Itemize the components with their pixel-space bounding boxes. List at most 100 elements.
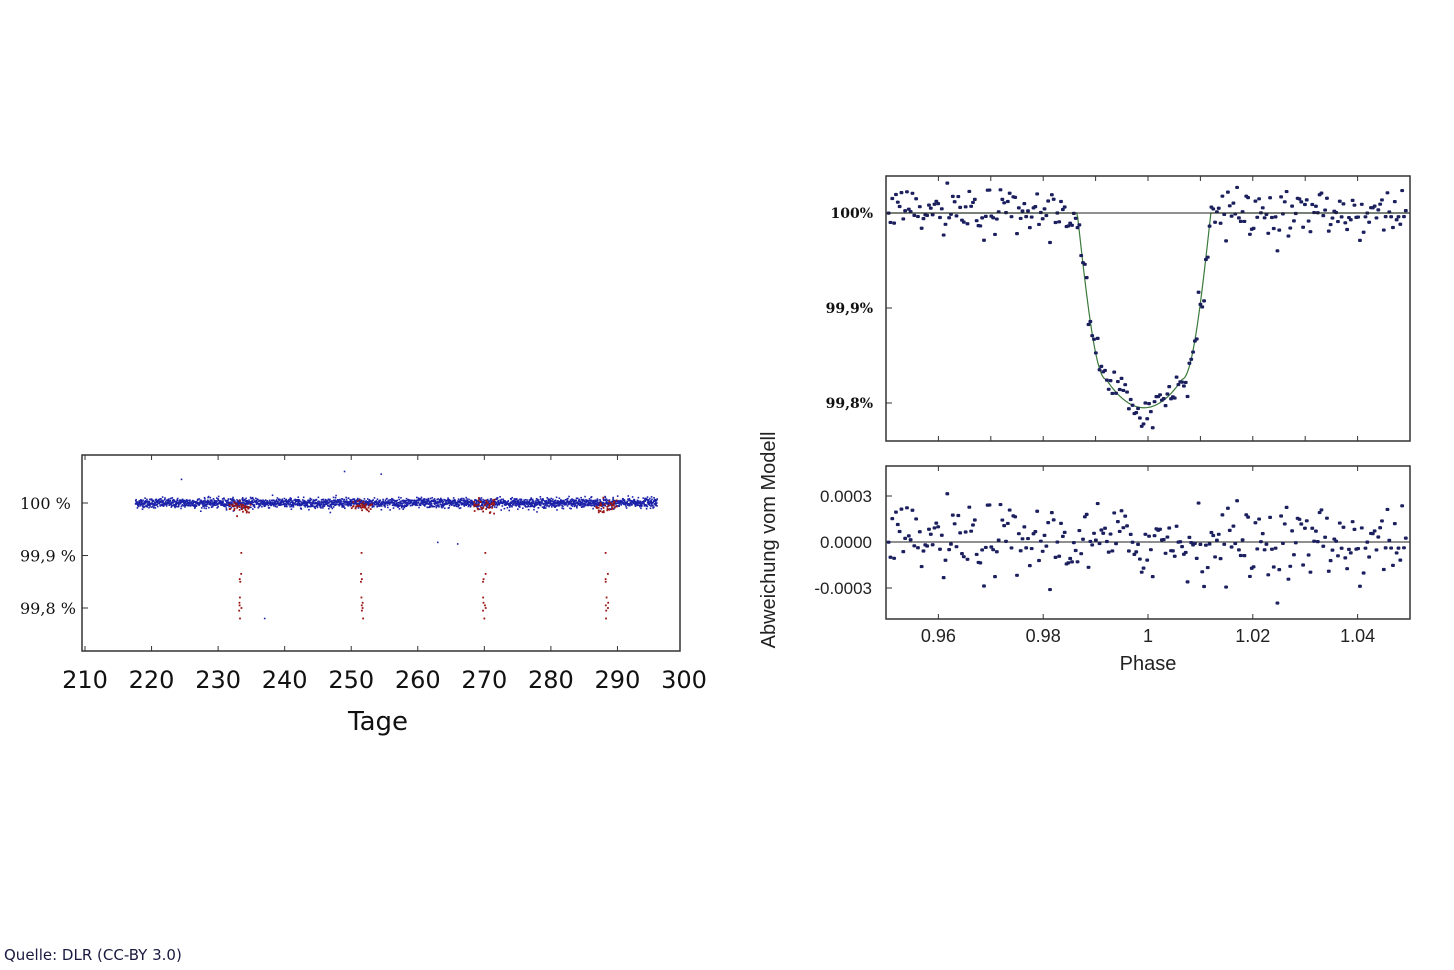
bottom-right-point	[1215, 538, 1219, 542]
left-point	[333, 501, 336, 504]
left-point	[460, 499, 463, 502]
left-point-transit	[482, 510, 485, 513]
bottom-right-point	[1363, 546, 1368, 550]
left-point	[314, 507, 317, 510]
left-point	[361, 499, 363, 502]
left-point	[373, 497, 376, 499]
left-point-transit	[615, 499, 618, 502]
bottom-right-point	[1161, 537, 1166, 542]
top-right-point	[1326, 229, 1331, 233]
top-right-point	[905, 190, 909, 194]
left-point	[506, 501, 508, 503]
bottom-right-point	[1207, 542, 1212, 546]
top-right-point	[978, 224, 983, 228]
left-point	[573, 499, 575, 502]
left-point	[434, 501, 437, 503]
left-point	[582, 506, 585, 508]
left-point	[423, 501, 426, 504]
left-point	[204, 500, 207, 502]
left-point	[497, 499, 500, 502]
left-point	[562, 505, 564, 508]
left-point	[253, 499, 255, 501]
left-point	[189, 499, 191, 502]
left-point	[579, 503, 582, 506]
left-point	[555, 502, 558, 505]
bottom-right-point	[1070, 560, 1074, 564]
left-point-transit	[606, 507, 609, 510]
left-point	[314, 505, 317, 508]
left-point	[322, 502, 325, 504]
left-point-transit-dip	[604, 578, 607, 581]
left-point	[230, 501, 232, 503]
left-point	[280, 502, 282, 505]
left-point	[538, 502, 540, 504]
bottom-right-point	[1044, 544, 1049, 548]
left-point	[289, 498, 291, 501]
left-point	[548, 501, 550, 503]
top-right-point	[1172, 396, 1177, 400]
left-point	[656, 502, 658, 504]
left-point	[593, 500, 596, 502]
left-point-transit	[238, 499, 241, 502]
left-point	[452, 502, 454, 505]
left-point	[135, 503, 138, 505]
bottom-right-point	[1321, 544, 1326, 548]
left-point	[147, 501, 149, 504]
left-point	[224, 505, 226, 508]
bottom-right-point	[897, 529, 902, 534]
left-point	[287, 503, 290, 505]
left-point	[181, 498, 184, 501]
left-point	[616, 502, 618, 505]
left-point	[275, 499, 278, 501]
bottom-right-point	[1112, 511, 1117, 515]
left-point	[625, 507, 628, 509]
left-point	[391, 498, 394, 500]
left-point	[238, 503, 240, 505]
left-point	[440, 505, 443, 508]
top-right-point	[1290, 204, 1294, 208]
bottom-right-point	[1027, 563, 1032, 568]
left-point-transit	[473, 500, 476, 503]
top-right-point	[1391, 225, 1395, 230]
left-point	[394, 503, 396, 506]
left-point	[328, 501, 331, 503]
left-point	[363, 500, 365, 502]
left-point	[573, 503, 575, 506]
left-point	[225, 503, 227, 506]
left-point	[377, 505, 379, 507]
left-point	[395, 503, 398, 505]
top-right-point	[1121, 388, 1126, 393]
left-point	[175, 502, 178, 505]
top-right-point	[1141, 422, 1146, 426]
left-point	[546, 502, 549, 505]
left-point	[198, 504, 200, 507]
top-right-point	[1024, 215, 1029, 219]
left-point	[514, 500, 517, 503]
left-point	[383, 501, 386, 504]
left-point	[253, 505, 256, 508]
left-point	[262, 499, 264, 501]
left-point	[327, 502, 330, 504]
top-right-point	[901, 217, 906, 221]
left-point	[194, 504, 196, 506]
left-point	[550, 497, 553, 500]
left-point	[606, 501, 609, 504]
top-right-point	[1048, 240, 1052, 245]
top-right-point	[1400, 188, 1405, 193]
left-point	[185, 504, 187, 506]
left-point	[632, 500, 635, 502]
left-point	[489, 499, 492, 502]
left-point	[611, 500, 614, 503]
left-point	[652, 501, 655, 503]
top-right-point	[1114, 391, 1118, 395]
top-right-point	[949, 212, 953, 216]
left-point-transit-dip	[240, 551, 243, 554]
left-point	[527, 508, 530, 511]
top-right-point	[1070, 223, 1074, 227]
left-point	[589, 501, 592, 504]
top-right-point	[1112, 370, 1117, 374]
left-point	[226, 500, 228, 502]
left-point	[234, 500, 236, 502]
bottom-right-point	[1361, 571, 1366, 575]
